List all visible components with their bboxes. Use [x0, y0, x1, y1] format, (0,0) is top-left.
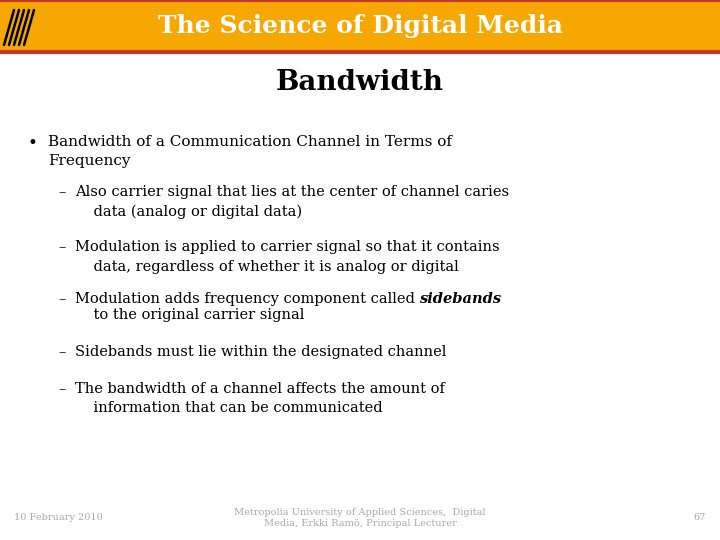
Text: –: –	[58, 382, 66, 396]
Text: sidebands: sidebands	[420, 292, 502, 306]
Text: 67: 67	[693, 514, 706, 523]
Text: •: •	[28, 135, 38, 152]
Text: The bandwidth of a channel affects the amount of
    information that can be com: The bandwidth of a channel affects the a…	[75, 382, 445, 415]
Bar	[0, 0, 720, 52]
Text: –: –	[58, 292, 66, 306]
Text: Bandwidth of a Communication Channel in Terms of
Frequency: Bandwidth of a Communication Channel in …	[48, 135, 452, 168]
Text: –: –	[58, 240, 66, 254]
Text: Bandwidth: Bandwidth	[276, 69, 444, 96]
Text: The Science of Digital Media: The Science of Digital Media	[158, 14, 562, 38]
Text: Metropolia University of Applied Sciences,  Digital
Media, Erkki Ramö, Principal: Metropolia University of Applied Science…	[234, 508, 486, 529]
Text: to the original carrier signal: to the original carrier signal	[75, 308, 305, 322]
Text: Also carrier signal that lies at the center of channel caries
    data (analog o: Also carrier signal that lies at the cen…	[75, 185, 509, 219]
Text: 10 February 2010: 10 February 2010	[14, 514, 103, 523]
Text: Modulation is applied to carrier signal so that it contains
    data, regardless: Modulation is applied to carrier signal …	[75, 240, 500, 273]
Text: Modulation adds frequency component called: Modulation adds frequency component call…	[75, 292, 420, 306]
Text: –: –	[58, 185, 66, 199]
Text: Sidebands must lie within the designated channel: Sidebands must lie within the designated…	[75, 345, 446, 359]
Text: –: –	[58, 345, 66, 359]
